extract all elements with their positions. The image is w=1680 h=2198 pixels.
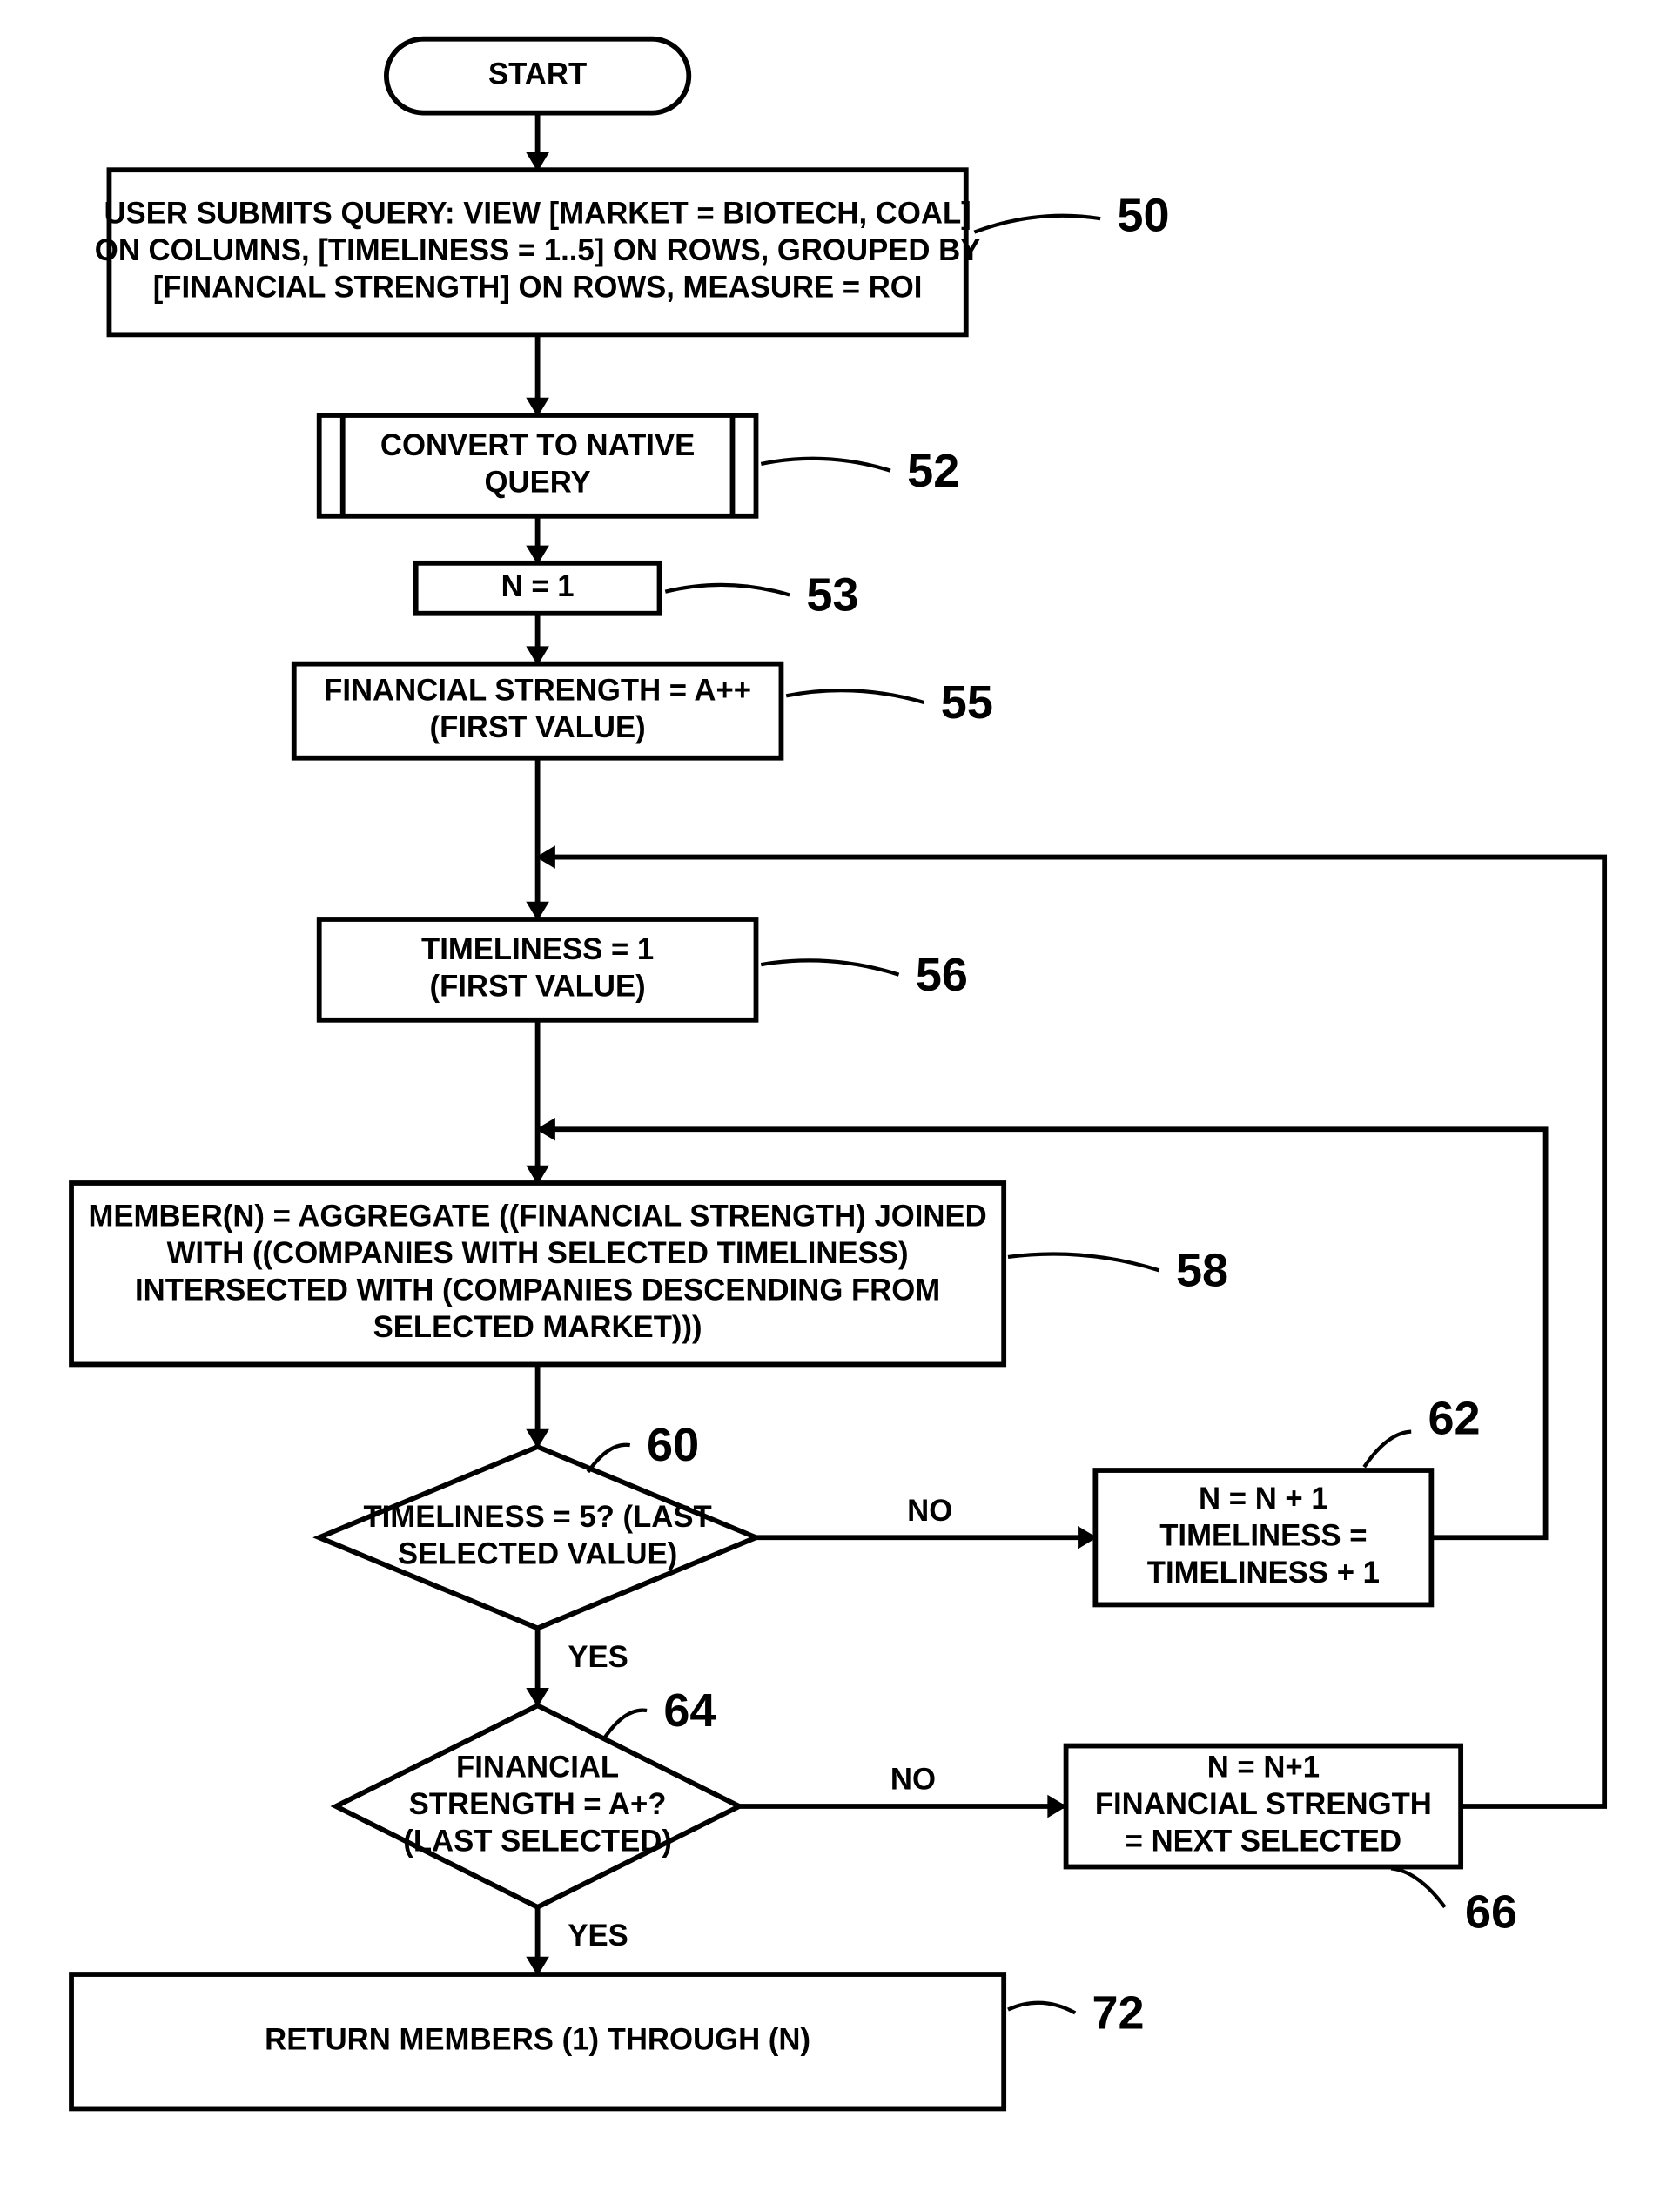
node-text: = NEXT SELECTED xyxy=(1126,1825,1401,1859)
node-text: [FINANCIAL STRENGTH] ON ROWS, MEASURE = … xyxy=(153,271,923,304)
ref-leader xyxy=(974,216,1100,232)
node-text: START xyxy=(488,57,587,91)
ref-label: 72 xyxy=(1092,1987,1145,2040)
node-text: MEMBER(N) = AGGREGATE ((FINANCIAL STRENG… xyxy=(88,1200,986,1233)
node-text: SELECTED VALUE) xyxy=(398,1538,678,1571)
ref-label: 52 xyxy=(907,445,959,497)
ref-label: 64 xyxy=(663,1684,716,1737)
ref-leader xyxy=(761,960,898,974)
node-text: WITH ((COMPANIES WITH SELECTED TIMELINES… xyxy=(167,1237,909,1270)
node-text: (FIRST VALUE) xyxy=(430,970,646,1003)
node-text: INTERSECTED WITH (COMPANIES DESCENDING F… xyxy=(135,1274,940,1307)
node-text: N = 1 xyxy=(501,570,575,603)
node-text: N = N+1 xyxy=(1207,1751,1320,1785)
flowchart-canvas: YES YES NO NO START USER SUBMITS QUERY: VIEW … xyxy=(0,0,1680,2198)
ref-leader xyxy=(786,690,924,702)
node-text: ON COLUMNS, [TIMELINESS = 1..5] ON ROWS,… xyxy=(95,234,981,267)
node-text: TIMELINESS = xyxy=(1159,1519,1367,1552)
node-text: TIMELINESS = 1 xyxy=(421,933,654,966)
arrow-head xyxy=(1048,1796,1065,1816)
node-text: FINANCIAL STRENGTH xyxy=(1095,1788,1432,1821)
node-text: FINANCIAL STRENGTH = A++ xyxy=(324,675,751,708)
node-text: (LAST SELECTED) xyxy=(403,1825,672,1859)
ref-label: 56 xyxy=(916,949,968,1001)
ref-label: 53 xyxy=(806,569,858,622)
node-text: TIMELINESS + 1 xyxy=(1147,1556,1380,1590)
ref-leader xyxy=(1364,1432,1411,1468)
ref-leader xyxy=(665,585,790,595)
ref-leader xyxy=(605,1711,647,1738)
ref-leader xyxy=(1391,1868,1445,1906)
node-text: RETURN MEMBERS (1) THROUGH (N) xyxy=(265,2023,810,2056)
node-text: STRENGTH = A+? xyxy=(409,1788,667,1821)
ref-label: 55 xyxy=(941,676,993,729)
node-text: QUERY xyxy=(485,466,591,499)
node-text: USER SUBMITS QUERY: VIEW [MARKET = BIOTE… xyxy=(104,197,971,230)
node-text: FINANCIAL xyxy=(456,1751,619,1785)
ref-label: 58 xyxy=(1176,1244,1228,1296)
edge-label: NO xyxy=(907,1495,952,1528)
ref-label: 62 xyxy=(1428,1392,1481,1444)
ref-label: 60 xyxy=(647,1419,699,1471)
edge-label: NO xyxy=(890,1764,936,1797)
node-text: (FIRST VALUE) xyxy=(430,711,646,744)
ref-leader xyxy=(1008,2003,1075,2013)
ref-leader xyxy=(761,459,890,471)
edge-label: YES xyxy=(568,1641,628,1674)
ref-label: 50 xyxy=(1117,189,1169,241)
node-text: TIMELINESS = 5? (LAST xyxy=(363,1501,711,1534)
ref-leader xyxy=(1008,1254,1159,1270)
node-text: SELECTED MARKET))) xyxy=(373,1311,702,1344)
edge-label: YES xyxy=(568,1919,628,1953)
ref-label: 66 xyxy=(1465,1886,1517,1939)
node-text: N = N + 1 xyxy=(1199,1482,1328,1516)
node-text: CONVERT TO NATIVE xyxy=(380,429,695,462)
